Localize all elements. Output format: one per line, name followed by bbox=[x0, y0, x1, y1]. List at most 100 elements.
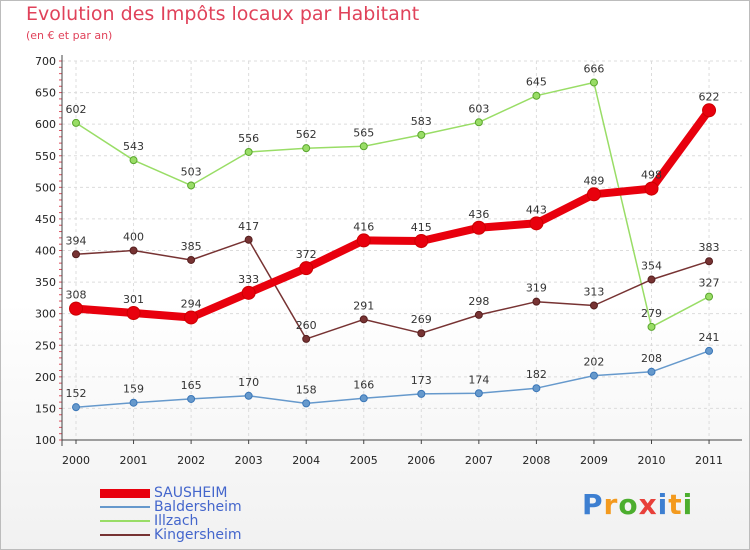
logo-letter: r bbox=[603, 488, 619, 521]
legend-label-baldersheim: Baldersheim bbox=[154, 499, 242, 515]
data-label-sausheim: 301 bbox=[123, 293, 144, 306]
x-tick-label: 2011 bbox=[695, 454, 723, 467]
series-lines bbox=[69, 78, 717, 412]
data-point-sausheim bbox=[299, 261, 314, 276]
data-point-sausheim bbox=[126, 306, 141, 321]
y-tick-label: 350 bbox=[35, 276, 56, 289]
data-label-baldersheim: 173 bbox=[411, 374, 432, 387]
x-tick-label: 2004 bbox=[292, 454, 320, 467]
data-label-baldersheim: 182 bbox=[526, 368, 547, 381]
data-point-illzach bbox=[647, 322, 656, 331]
data-label-baldersheim: 158 bbox=[296, 383, 317, 396]
x-tick-label: 2002 bbox=[177, 454, 205, 467]
data-label-illzach: 503 bbox=[181, 165, 202, 178]
data-point-kingersheim bbox=[359, 315, 368, 324]
data-label-kingersheim: 400 bbox=[123, 231, 144, 244]
data-point-illzach bbox=[72, 118, 80, 127]
data-label-illzach: 583 bbox=[411, 115, 432, 128]
data-point-baldersheim bbox=[589, 371, 598, 380]
legend-item-baldersheim: Baldersheim bbox=[100, 500, 242, 514]
data-point-baldersheim bbox=[187, 394, 196, 403]
legend-label-kingersheim: Kingersheim bbox=[154, 527, 242, 543]
y-tick-label: 300 bbox=[35, 308, 56, 321]
x-tick-label: 2006 bbox=[407, 454, 435, 467]
data-label-baldersheim: 174 bbox=[468, 373, 489, 386]
legend: SAUSHEIM Baldersheim Illzach Kingersheim bbox=[100, 486, 242, 542]
data-label-illzach: 666 bbox=[583, 62, 604, 75]
data-label-kingersheim: 319 bbox=[526, 282, 547, 295]
y-tick-label: 200 bbox=[35, 371, 56, 384]
legend-label-sausheim: SAUSHEIM bbox=[154, 485, 228, 501]
data-point-kingersheim bbox=[244, 235, 253, 244]
data-label-baldersheim: 170 bbox=[238, 376, 259, 389]
data-label-kingersheim: 298 bbox=[468, 295, 489, 308]
data-label-illzach: 565 bbox=[353, 126, 374, 139]
data-label-illzach: 543 bbox=[123, 140, 144, 153]
data-label-kingersheim: 385 bbox=[181, 240, 202, 253]
data-label-sausheim: 372 bbox=[296, 248, 317, 261]
data-point-illzach bbox=[474, 118, 483, 127]
y-tick-label: 400 bbox=[35, 245, 56, 258]
data-point-baldersheim bbox=[705, 346, 714, 355]
data-point-illzach bbox=[359, 142, 368, 151]
data-label-baldersheim: 208 bbox=[641, 352, 662, 365]
y-tick-label: 600 bbox=[35, 118, 56, 131]
data-point-illzach bbox=[532, 91, 541, 100]
data-label-kingersheim: 417 bbox=[238, 220, 259, 233]
x-tick-label: 2010 bbox=[638, 454, 666, 467]
data-label-kingersheim: 313 bbox=[583, 285, 604, 298]
x-tick-label: 2007 bbox=[465, 454, 493, 467]
chart-subtitle: (en € et par an) bbox=[26, 29, 113, 42]
data-label-kingersheim: 383 bbox=[699, 241, 720, 254]
data-point-kingersheim bbox=[474, 310, 483, 319]
x-tick-label: 2005 bbox=[350, 454, 378, 467]
data-label-kingersheim: 269 bbox=[411, 313, 432, 326]
data-label-sausheim: 443 bbox=[526, 203, 547, 216]
data-label-sausheim: 498 bbox=[641, 169, 662, 182]
data-label-illzach: 279 bbox=[641, 307, 662, 320]
data-label-baldersheim: 159 bbox=[123, 383, 144, 396]
data-label-baldersheim: 241 bbox=[699, 331, 720, 344]
legend-label-illzach: Illzach bbox=[154, 513, 199, 529]
y-tick-label: 450 bbox=[35, 213, 56, 226]
y-tick-label: 500 bbox=[35, 181, 56, 194]
data-label-sausheim: 622 bbox=[699, 90, 720, 103]
data-point-baldersheim bbox=[129, 398, 138, 407]
data-point-illzach bbox=[417, 130, 426, 139]
series-line-baldersheim bbox=[75, 350, 710, 408]
data-point-illzach bbox=[589, 78, 598, 87]
data-label-illzach: 327 bbox=[699, 277, 720, 290]
data-point-illzach bbox=[302, 144, 311, 153]
data-point-kingersheim bbox=[589, 301, 598, 310]
logo-letter: i bbox=[682, 488, 694, 521]
axes: 100 150 200 250 300 350 400 450 500 550 600 650 700 2… bbox=[35, 55, 742, 467]
logo-letter: P bbox=[582, 488, 604, 521]
logo-letter: t bbox=[668, 488, 683, 521]
data-point-sausheim bbox=[529, 216, 544, 231]
y-tick-label: 100 bbox=[35, 434, 56, 447]
data-label-baldersheim: 202 bbox=[583, 356, 604, 369]
data-point-sausheim bbox=[241, 285, 256, 300]
data-point-sausheim bbox=[356, 233, 371, 248]
legend-swatch-baldersheim bbox=[100, 506, 150, 508]
data-point-baldersheim bbox=[417, 389, 426, 398]
x-tick-label: 2009 bbox=[580, 454, 608, 467]
data-label-sausheim: 436 bbox=[468, 208, 489, 221]
data-point-sausheim bbox=[471, 220, 486, 235]
data-point-kingersheim bbox=[647, 275, 656, 284]
data-point-baldersheim bbox=[647, 367, 656, 376]
data-point-baldersheim bbox=[244, 391, 253, 400]
data-label-kingersheim: 291 bbox=[353, 299, 374, 312]
data-label-sausheim: 308 bbox=[66, 289, 87, 302]
y-tick-label: 250 bbox=[35, 339, 56, 352]
legend-item-sausheim: SAUSHEIM bbox=[100, 486, 242, 500]
data-point-baldersheim bbox=[474, 389, 483, 398]
data-label-sausheim: 416 bbox=[353, 220, 374, 233]
y-tick-label: 650 bbox=[35, 87, 56, 100]
legend-swatch-kingersheim bbox=[100, 534, 150, 536]
x-tick-label: 2003 bbox=[235, 454, 263, 467]
x-tick-label: 2008 bbox=[522, 454, 550, 467]
data-label-baldersheim: 166 bbox=[353, 378, 374, 391]
data-label-illzach: 645 bbox=[526, 76, 547, 89]
